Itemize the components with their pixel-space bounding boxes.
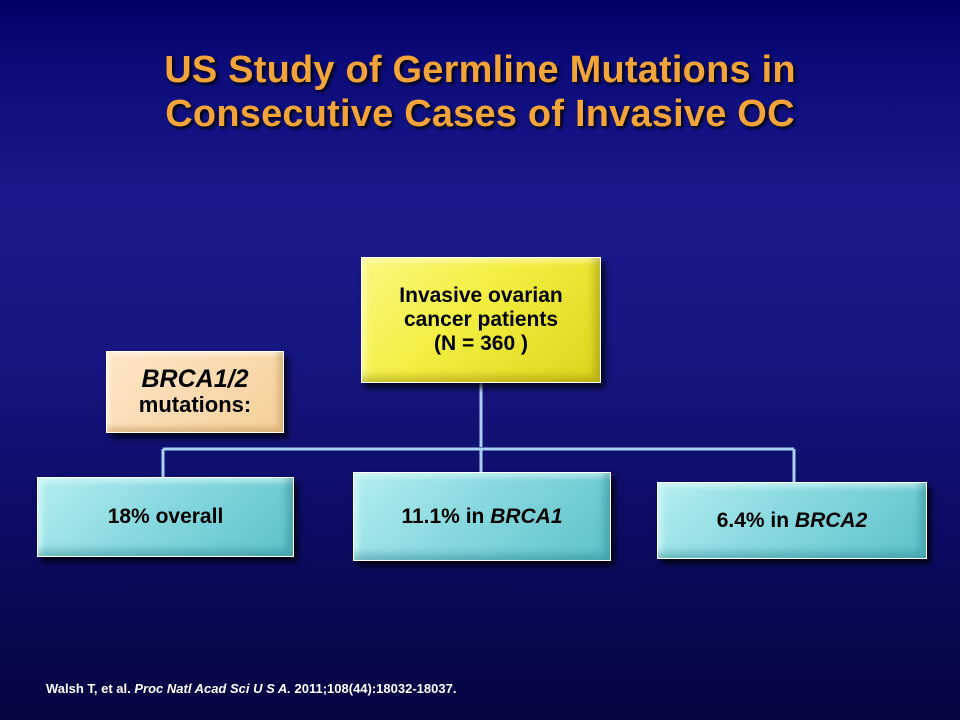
title-line-1: US Study of Germline Mutations in (164, 49, 796, 91)
mutation-label-subtitle: mutations: (138, 392, 252, 417)
citation-authors: Walsh T, et al. (46, 681, 135, 696)
leaf-node-overall: 18% overall (37, 477, 294, 557)
citation-details: 2011;108(44):18032-18037. (290, 681, 457, 696)
leaf-brca2-prefix: 6.4% in (716, 508, 795, 532)
leaf-node-brca2: 6.4% in BRCA2 (657, 482, 927, 559)
root-node-box: Invasive ovarian cancer patients (N = 36… (361, 257, 601, 383)
root-line-1: Invasive ovarian (399, 284, 563, 307)
leaf-brca2-text: 6.4% in BRCA2 (717, 509, 868, 533)
root-line-2: cancer patients (403, 308, 559, 331)
leaf-overall-text: 18% overall (108, 505, 224, 529)
mutation-label-box: BRCA1/2 mutations: (106, 351, 284, 433)
root-line-3: (N = 360 ) (434, 332, 528, 355)
slide-title: US Study of Germline Mutations in Consec… (0, 48, 960, 136)
leaf-brca1-gene: BRCA1 (490, 504, 563, 528)
title-line-2: Consecutive Cases of Invasive OC (165, 93, 795, 135)
leaf-node-brca1: 11.1% in BRCA1 (353, 472, 611, 561)
citation-journal: Proc Natl Acad Sci U S A. (134, 681, 291, 696)
mutation-label-title: BRCA1/2 (141, 365, 249, 393)
leaf-overall-prefix: 18% overall (107, 505, 224, 528)
citation: Walsh T, et al. Proc Natl Acad Sci U S A… (46, 681, 456, 696)
leaf-brca2-gene: BRCA2 (794, 508, 868, 532)
leaf-brca1-prefix: 11.1% in (401, 504, 491, 528)
leaf-brca1-text: 11.1% in BRCA1 (401, 505, 562, 529)
